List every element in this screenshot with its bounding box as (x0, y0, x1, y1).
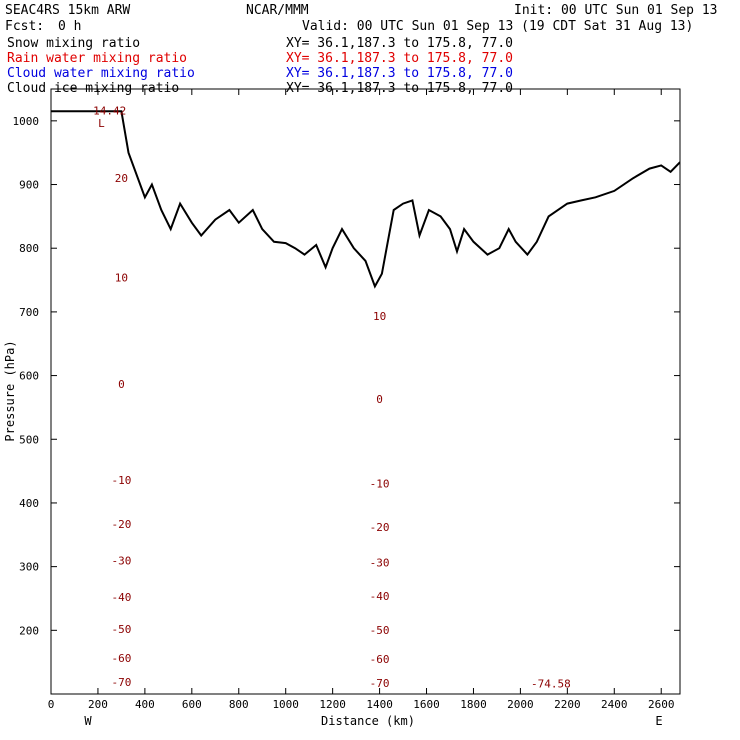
contour-label: -20 (111, 518, 131, 531)
contour-label-bg (115, 378, 127, 391)
contour-label: 20 (115, 172, 128, 185)
legend: Snow mixing ratio XY= 36.1,187.3 to 175.… (7, 36, 513, 96)
extreme-value-label: 14.42 (93, 104, 126, 117)
contour-label: -70 (111, 676, 131, 689)
extreme-value-label: -74.58 (531, 678, 571, 691)
contour-label-bg (367, 477, 393, 490)
contour-label-bg (367, 623, 393, 636)
contour-label-bg (367, 653, 393, 666)
contour-label-bg (108, 675, 134, 688)
x-tick-label: 2000 (507, 698, 534, 711)
center-title: NCAR/MMM (246, 3, 309, 18)
contour-label: 10 (373, 310, 386, 323)
x-tick-label: 2200 (554, 698, 581, 711)
axis-ticks: 0 200 400 600 800 1000 1200 1400 1600 1800 2000 220… (13, 89, 680, 711)
contour-label-bg (108, 591, 134, 604)
contour-label-bg (367, 556, 393, 569)
plot-frame (50, 88, 681, 695)
x-tick-label: 1800 (460, 698, 487, 711)
contour-label: -10 (111, 474, 131, 487)
contour-label: -50 (111, 623, 131, 636)
contour-label-bg (112, 271, 131, 284)
contour-label: -60 (111, 652, 131, 665)
x-tick-label: 1400 (366, 698, 393, 711)
contour-label: -60 (370, 653, 390, 666)
legend-xy-snow: XY= 36.1,187.3 to 175.8, 77.0 (286, 36, 513, 51)
legend-xy-rain: XY= 36.1,187.3 to 175.8, 77.0 (286, 51, 513, 66)
y-tick-label: 600 (19, 370, 39, 383)
y-axis-label: Pressure (hPa) (3, 340, 17, 441)
contour-label-bg (108, 554, 134, 567)
contour-label: 10 (115, 271, 128, 284)
contour-label: 0 (118, 378, 125, 391)
fcst-value: 0 h (58, 19, 81, 34)
contour-label: -30 (370, 556, 390, 569)
y-tick-label: 700 (19, 306, 39, 319)
contour-label: -30 (111, 555, 131, 568)
y-tick-label: 500 (19, 433, 39, 446)
contour-label: -70 (370, 677, 390, 690)
contour-label-bg (374, 392, 386, 405)
x-tick-label: 600 (182, 698, 202, 711)
contour-label-bg (108, 473, 134, 486)
y-tick-label: 800 (19, 242, 39, 255)
y-tick-label: 900 (19, 179, 39, 192)
contour-label: -50 (370, 624, 390, 637)
x-tick-label: 0 (48, 698, 55, 711)
contour-label: -10 (370, 478, 390, 491)
legend-name-rain: Rain water mixing ratio (7, 51, 187, 66)
init-time: Init: 00 UTC Sun 01 Sep 13 (514, 3, 718, 18)
y-tick-label: 300 (19, 561, 39, 574)
contour-label: -20 (370, 521, 390, 534)
contour-label: 0 (376, 393, 383, 406)
x-tick-label: 2400 (601, 698, 628, 711)
terrain-line (51, 110, 680, 289)
y-tick-label: 400 (19, 497, 39, 510)
contour-label-bg (108, 622, 134, 635)
contour-label-bg (108, 518, 134, 531)
contour-label-bg (367, 677, 393, 690)
contour-label-bg (108, 652, 134, 665)
model-title: SEAC4RS 15km ARW (5, 3, 130, 18)
y-tick-label: 1000 (13, 115, 40, 128)
y-tick-label: 200 (19, 624, 39, 637)
contour-label-bg (367, 590, 393, 603)
west-endpoint-label: W (84, 714, 92, 728)
x-tick-label: 1200 (319, 698, 346, 711)
fcst-label: Fcst: (5, 19, 44, 34)
valid-time: Valid: 00 UTC Sun 01 Sep 13 (19 CDT Sat … (302, 19, 693, 34)
x-tick-label: 1600 (413, 698, 440, 711)
annotations: -74.58 14.42L (93, 104, 571, 690)
contour-label: -40 (370, 590, 390, 603)
x-tick-label: 800 (229, 698, 249, 711)
legend-name-snow: Snow mixing ratio (7, 36, 140, 51)
legend-name-cloud-water: Cloud water mixing ratio (7, 66, 195, 81)
x-tick-label: 1000 (272, 698, 299, 711)
low-marker: L (98, 117, 105, 130)
terrain-layer (51, 110, 680, 694)
contour-label: -40 (111, 591, 131, 604)
x-axis-label: Distance (km) (321, 714, 415, 728)
contour-label-layer: -70 -70 -60 -60 -50 -50 -40 -40 -30 -30 -20 -20 -10 -… (108, 172, 393, 690)
contour-label-bg (367, 521, 393, 534)
terrain-fill (51, 111, 680, 694)
legend-xy-cloud-water: XY= 36.1,187.3 to 175.8, 77.0 (286, 66, 513, 81)
east-endpoint-label: E (655, 714, 662, 728)
contour-label-bg (112, 172, 131, 185)
x-tick-label: 200 (88, 698, 108, 711)
x-tick-label: 400 (135, 698, 155, 711)
contour-label-bg (370, 309, 389, 322)
x-tick-label: 2600 (648, 698, 675, 711)
